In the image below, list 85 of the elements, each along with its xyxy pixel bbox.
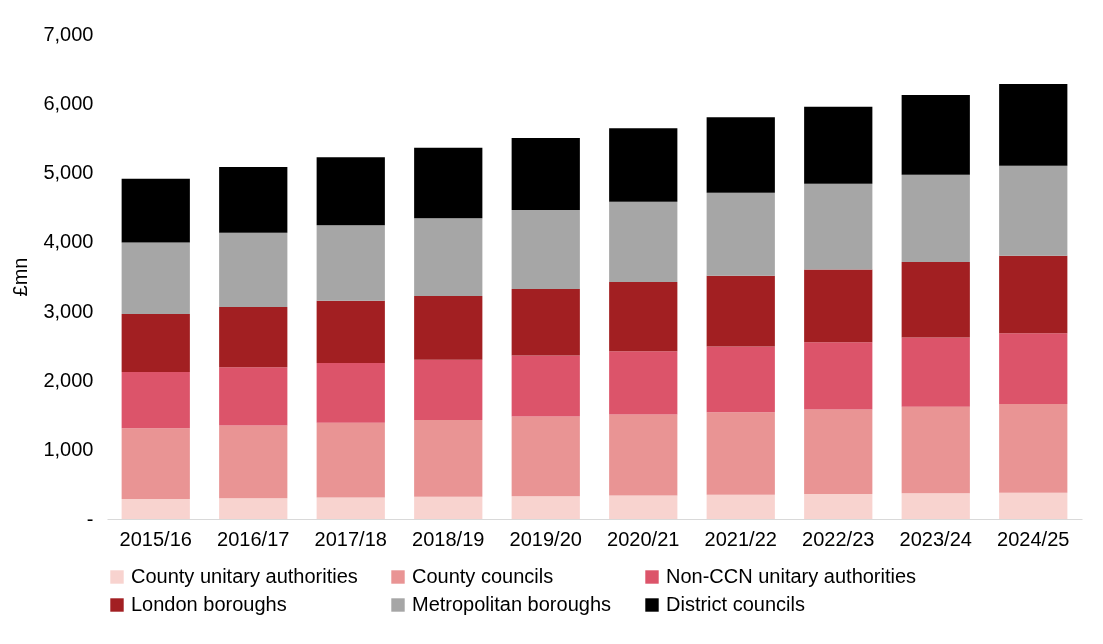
bar [901,406,970,494]
bar [609,201,678,283]
bar [511,496,580,519]
bar [999,403,1068,493]
bar [804,494,873,519]
legend-label: District councils [666,593,805,615]
bar [804,183,873,270]
bar [316,225,385,301]
bar [609,282,678,352]
bar [706,412,775,495]
x-tick-label: 2023/24 [899,527,972,550]
bar [804,342,873,410]
bar [121,498,190,519]
x-tick-label: 2019/20 [509,527,582,550]
x-tick-label: 2015/16 [119,527,192,550]
bar [316,497,385,519]
x-tick-label: 2016/17 [217,527,290,550]
bar [706,117,775,193]
x-tick-label: 2022/23 [802,527,875,550]
y-axis-title: £mn [9,257,32,297]
x-tick-label: 2018/19 [412,527,485,550]
bar [706,494,775,519]
bar [316,300,385,364]
bar [901,261,970,338]
bar [414,147,483,219]
bar [121,372,190,429]
x-tick-label: 2024/25 [997,527,1070,550]
bar [316,363,385,423]
bar [609,495,678,519]
y-tick-label: 6,000 [43,91,94,114]
bar [414,496,483,519]
y-tick-label: 1,000 [43,438,94,461]
legend-label: County councils [412,565,554,587]
bar [414,359,483,420]
y-tick-label: 2,000 [43,368,94,391]
bar [511,209,580,289]
bar [316,422,385,498]
bar [316,157,385,226]
bar [609,414,678,496]
legend-label: Non-CCN unitary authorities [666,565,917,587]
bar [414,419,483,497]
y-tick-label: 3,000 [43,299,94,322]
bar [901,493,970,519]
bar [706,192,775,276]
bar [999,492,1068,519]
x-tick-label: 2017/18 [314,527,387,550]
bar [219,232,288,307]
x-tick-label: 2020/21 [607,527,680,550]
legend-label: Metropolitan boroughs [412,593,612,615]
bar [804,269,873,343]
bar [609,351,678,415]
y-tick-label: - [86,507,94,530]
bar [121,313,190,373]
bar [219,367,288,426]
bar [511,355,580,417]
bar [219,498,288,519]
legend-label: County unitary authorities [131,565,358,587]
bar [999,255,1068,334]
bar [219,306,288,368]
bar [511,137,580,210]
bar [511,288,580,356]
bar [219,167,288,233]
bar [121,428,190,499]
bar [219,425,288,499]
bar [901,174,970,262]
bar [609,128,678,202]
bar [901,337,970,407]
bar [121,242,190,314]
bar [414,295,483,360]
bar [901,94,970,175]
bar [999,333,1068,404]
bar [706,275,775,347]
bar [999,83,1068,166]
bar [121,178,190,243]
y-tick-label: 7,000 [43,22,94,45]
y-tick-label: 4,000 [43,230,94,253]
bar [804,106,873,184]
bar [511,416,580,497]
legend-label: London boroughs [131,593,287,615]
bar [414,218,483,296]
bar [804,409,873,495]
bar [706,346,775,413]
y-tick-label: 5,000 [43,161,94,184]
bar [999,165,1068,256]
x-tick-label: 2021/22 [704,527,777,550]
